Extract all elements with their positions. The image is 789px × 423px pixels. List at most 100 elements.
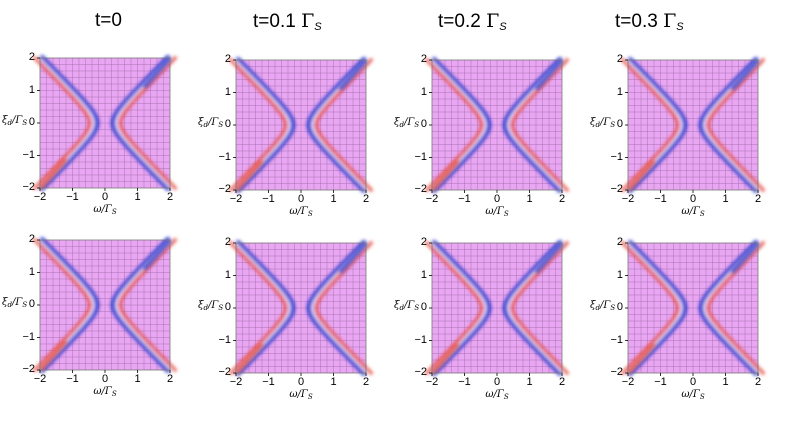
mesh-grid bbox=[40, 58, 170, 188]
y-tick-label: 0 bbox=[616, 301, 623, 313]
y-tick-label: −1 bbox=[414, 333, 427, 346]
x-tick-label: 1 bbox=[134, 373, 141, 385]
x-tick-label: −2 bbox=[621, 376, 635, 388]
y-tick-label: −2 bbox=[22, 363, 35, 375]
y-tick-label: 1 bbox=[616, 268, 623, 281]
x-tick-label: −1 bbox=[458, 193, 471, 205]
mesh-grid bbox=[40, 240, 170, 370]
heatmap-panel-r2-c2 bbox=[229, 240, 373, 376]
y-tick-label: 0 bbox=[224, 118, 231, 130]
y-tick-label: −1 bbox=[218, 150, 231, 163]
x-tick-label: −1 bbox=[654, 376, 667, 388]
y-tick-label: −2 bbox=[610, 366, 623, 378]
x-tick-label: 1 bbox=[526, 193, 533, 205]
x-tick-label: 1 bbox=[134, 191, 141, 203]
heatmap-panel-r1-c3 bbox=[425, 57, 569, 193]
x-tick-label: −2 bbox=[33, 373, 47, 385]
x-tick-label: 0 bbox=[297, 193, 305, 205]
x-axis-label: ω/ΓS bbox=[289, 206, 313, 218]
y-tick-label: −2 bbox=[218, 366, 231, 378]
diagonal-streaks bbox=[626, 58, 760, 192]
right-branch-blue bbox=[306, 240, 367, 376]
diagonal-streaks bbox=[430, 241, 564, 375]
x-tick-label: 0 bbox=[297, 376, 305, 388]
column-title-1: t=0 bbox=[95, 10, 122, 31]
y-tick-label: 2 bbox=[420, 236, 427, 248]
left-branch-blue bbox=[431, 57, 492, 193]
y-tick-label: −1 bbox=[610, 333, 623, 346]
x-tick-label: −2 bbox=[229, 376, 243, 388]
y-tick-label: 0 bbox=[28, 116, 35, 128]
y-tick-label: 2 bbox=[224, 53, 231, 65]
left-branch-blue bbox=[431, 240, 492, 376]
left-branch-blue bbox=[627, 240, 688, 376]
x-axis-label: ω/ΓS bbox=[289, 389, 313, 401]
x-tick-label: 0 bbox=[493, 376, 501, 388]
right-branch-blue bbox=[110, 55, 171, 191]
y-tick-label: 1 bbox=[224, 85, 231, 98]
y-tick-label: 0 bbox=[224, 301, 231, 313]
x-tick-label: 2 bbox=[362, 193, 370, 205]
diagonal-streaks bbox=[38, 238, 172, 372]
y-axis-label: ξd/ΓS bbox=[394, 117, 420, 129]
diagonal-streaks bbox=[430, 58, 564, 192]
y-tick-label: 1 bbox=[616, 85, 623, 98]
y-tick-label: −2 bbox=[414, 183, 427, 195]
y-tick-label: 2 bbox=[420, 53, 427, 65]
x-axis-label: ω/ΓS bbox=[485, 206, 509, 218]
x-tick-label: 2 bbox=[362, 376, 370, 388]
y-axis-label: ξd/ΓS bbox=[2, 115, 28, 127]
x-axis-label: ω/ΓS bbox=[681, 389, 705, 401]
x-tick-label: −1 bbox=[66, 373, 79, 385]
x-tick-label: −1 bbox=[262, 193, 275, 205]
heatmap-panel-r1-c1 bbox=[33, 55, 177, 191]
y-axis-label: ξd/ΓS bbox=[2, 297, 28, 309]
x-tick-label: −1 bbox=[66, 191, 79, 203]
y-tick-label: −2 bbox=[22, 181, 35, 193]
y-tick-label: −2 bbox=[610, 183, 623, 195]
column-title-4: t=0.3 ΓS bbox=[615, 10, 684, 33]
x-tick-label: 2 bbox=[558, 193, 566, 205]
left-branch-blue bbox=[235, 57, 296, 193]
diagonal-streaks bbox=[234, 58, 368, 192]
x-tick-label: 0 bbox=[689, 376, 697, 388]
mesh-grid bbox=[236, 60, 366, 190]
diagonal-streaks bbox=[38, 56, 172, 190]
y-axis-label: ξd/ΓS bbox=[394, 300, 420, 312]
left-branch-blue bbox=[39, 237, 100, 373]
y-tick-label: 2 bbox=[28, 233, 35, 245]
diagonal-streaks bbox=[626, 241, 760, 375]
mesh-grid bbox=[628, 243, 758, 373]
x-tick-label: 2 bbox=[166, 191, 174, 203]
y-axis-label: ξd/ΓS bbox=[198, 300, 224, 312]
x-tick-label: 1 bbox=[722, 193, 729, 205]
y-tick-label: 0 bbox=[28, 298, 35, 310]
y-tick-label: −2 bbox=[414, 366, 427, 378]
x-tick-label: 1 bbox=[722, 376, 729, 388]
x-tick-label: −1 bbox=[262, 376, 275, 388]
left-branch-blue bbox=[235, 240, 296, 376]
y-axis-label: ξd/ΓS bbox=[198, 117, 224, 129]
y-tick-label: −1 bbox=[610, 150, 623, 163]
x-tick-label: 0 bbox=[101, 191, 109, 203]
diagonal-streaks bbox=[234, 241, 368, 375]
y-tick-label: 1 bbox=[28, 83, 35, 96]
right-branch-blue bbox=[502, 57, 563, 193]
y-tick-label: −1 bbox=[414, 150, 427, 163]
x-tick-label: −1 bbox=[654, 193, 667, 205]
left-branch-blue bbox=[39, 55, 100, 191]
y-tick-label: 0 bbox=[420, 118, 427, 130]
heatmap-panel-r1-c2 bbox=[229, 57, 373, 193]
y-tick-label: 0 bbox=[616, 118, 623, 130]
y-tick-label: 2 bbox=[28, 51, 35, 63]
x-tick-label: 1 bbox=[330, 193, 337, 205]
x-tick-label: −2 bbox=[425, 193, 439, 205]
x-tick-label: 0 bbox=[689, 193, 697, 205]
x-tick-label: −2 bbox=[33, 191, 47, 203]
y-tick-label: 1 bbox=[224, 268, 231, 281]
x-tick-label: 0 bbox=[101, 373, 109, 385]
y-tick-label: 2 bbox=[224, 236, 231, 248]
x-tick-label: 1 bbox=[526, 376, 533, 388]
x-tick-label: −2 bbox=[229, 193, 243, 205]
column-title-3: t=0.2 ΓS bbox=[438, 10, 507, 33]
